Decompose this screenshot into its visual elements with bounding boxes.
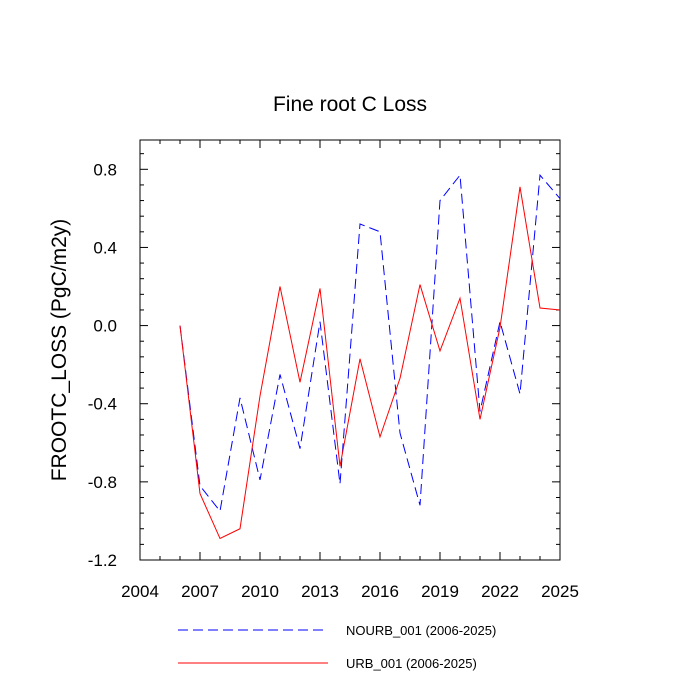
y-tick-label: -0.4 xyxy=(88,395,117,414)
y-tick-label: -1.2 xyxy=(88,551,117,570)
chart-title: Fine root C Loss xyxy=(273,93,427,116)
y-tick-label: -0.8 xyxy=(88,473,117,492)
axis-ticks: 2004 2007 2010 2013 2016 2019 2022 2025 -1.2 -0.8… xyxy=(88,140,579,601)
legend-label-urb: URB_001 (2006-2025) xyxy=(346,656,477,671)
y-tick-label: 0.0 xyxy=(93,317,117,336)
plot-frame xyxy=(139,139,561,561)
series-line-urb xyxy=(179,186,561,540)
x-tick-label: 2022 xyxy=(481,582,519,601)
y-tick-label: 0.8 xyxy=(93,160,117,179)
legend-label-nourb: NOURB_001 (2006-2025) xyxy=(346,623,496,638)
x-tick-label: 2025 xyxy=(541,582,579,601)
series-layer xyxy=(179,173,561,540)
x-tick-label: 2010 xyxy=(241,582,279,601)
x-tick-label: 2019 xyxy=(421,582,459,601)
x-tick-label: 2004 xyxy=(121,582,159,601)
legend: NOURB_001 (2006-2025) URB_001 (2006-2025) xyxy=(178,623,496,671)
x-tick-label: 2013 xyxy=(301,582,339,601)
y-tick-label: 0.4 xyxy=(93,238,117,257)
y-axis-label: FROOTC_LOSS (PgC/m2y) xyxy=(48,219,71,482)
x-tick-label: 2007 xyxy=(181,582,219,601)
series-line-nourb xyxy=(179,173,561,513)
x-tick-label: 2016 xyxy=(361,582,399,601)
